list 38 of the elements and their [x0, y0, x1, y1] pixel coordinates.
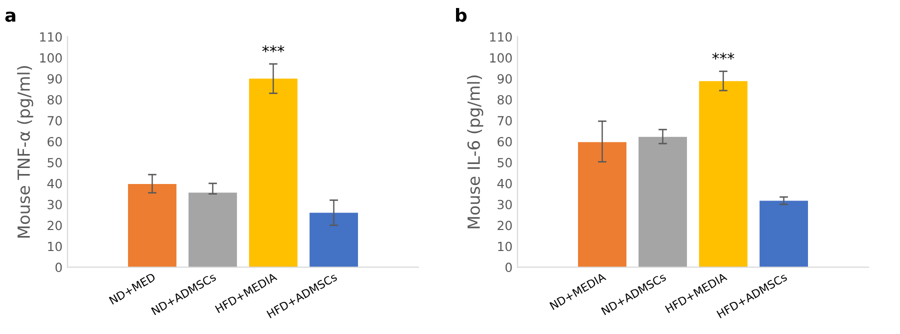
y-tick-label: 0: [56, 262, 62, 272]
y-tick-label: 10: [498, 242, 512, 252]
y-tick-label: 100: [40, 53, 62, 63]
annotation: ***: [712, 52, 734, 60]
bar: [578, 142, 626, 268]
y-tick-label: 70: [48, 116, 62, 126]
y-tick-label: 20: [48, 220, 62, 230]
y-tick-label: 60: [48, 136, 62, 146]
y-axis-title: Mouse IL-6 (pg/ml): [467, 75, 484, 228]
bar: [760, 200, 808, 268]
chart-title: a: [5, 12, 16, 22]
y-tick-label: 80: [498, 95, 512, 105]
y-tick-label: 110: [40, 32, 62, 42]
y-tick-label: 10: [48, 242, 62, 252]
y-tick-label: 50: [48, 158, 62, 168]
bar: [249, 78, 298, 268]
y-tick-label: 30: [498, 200, 512, 210]
y-axis-title: Mouse TNF-α (pg/ml): [17, 66, 34, 238]
bar: [638, 136, 687, 268]
y-tick-label: 0: [506, 262, 512, 272]
y-tick-label: 80: [48, 95, 62, 105]
chart-title: b: [456, 8, 467, 22]
bar: [128, 184, 176, 268]
y-tick-label: 50: [498, 158, 512, 168]
bar: [699, 81, 748, 268]
bar: [310, 212, 358, 268]
y-tick-label: 40: [497, 178, 512, 188]
y-tick-label: 70: [498, 116, 512, 126]
y-tick-label: 100: [490, 53, 512, 63]
y-tick-label: 30: [48, 200, 62, 210]
y-tick-label: 90: [498, 74, 512, 84]
bar: [188, 192, 237, 268]
y-tick-label: 60: [498, 136, 512, 146]
y-tick-label: 40: [47, 178, 62, 188]
annotation: ***: [262, 45, 284, 52]
y-tick-label: 90: [48, 74, 62, 84]
y-tick-label: 110: [490, 32, 512, 42]
y-tick-label: 20: [498, 220, 512, 230]
